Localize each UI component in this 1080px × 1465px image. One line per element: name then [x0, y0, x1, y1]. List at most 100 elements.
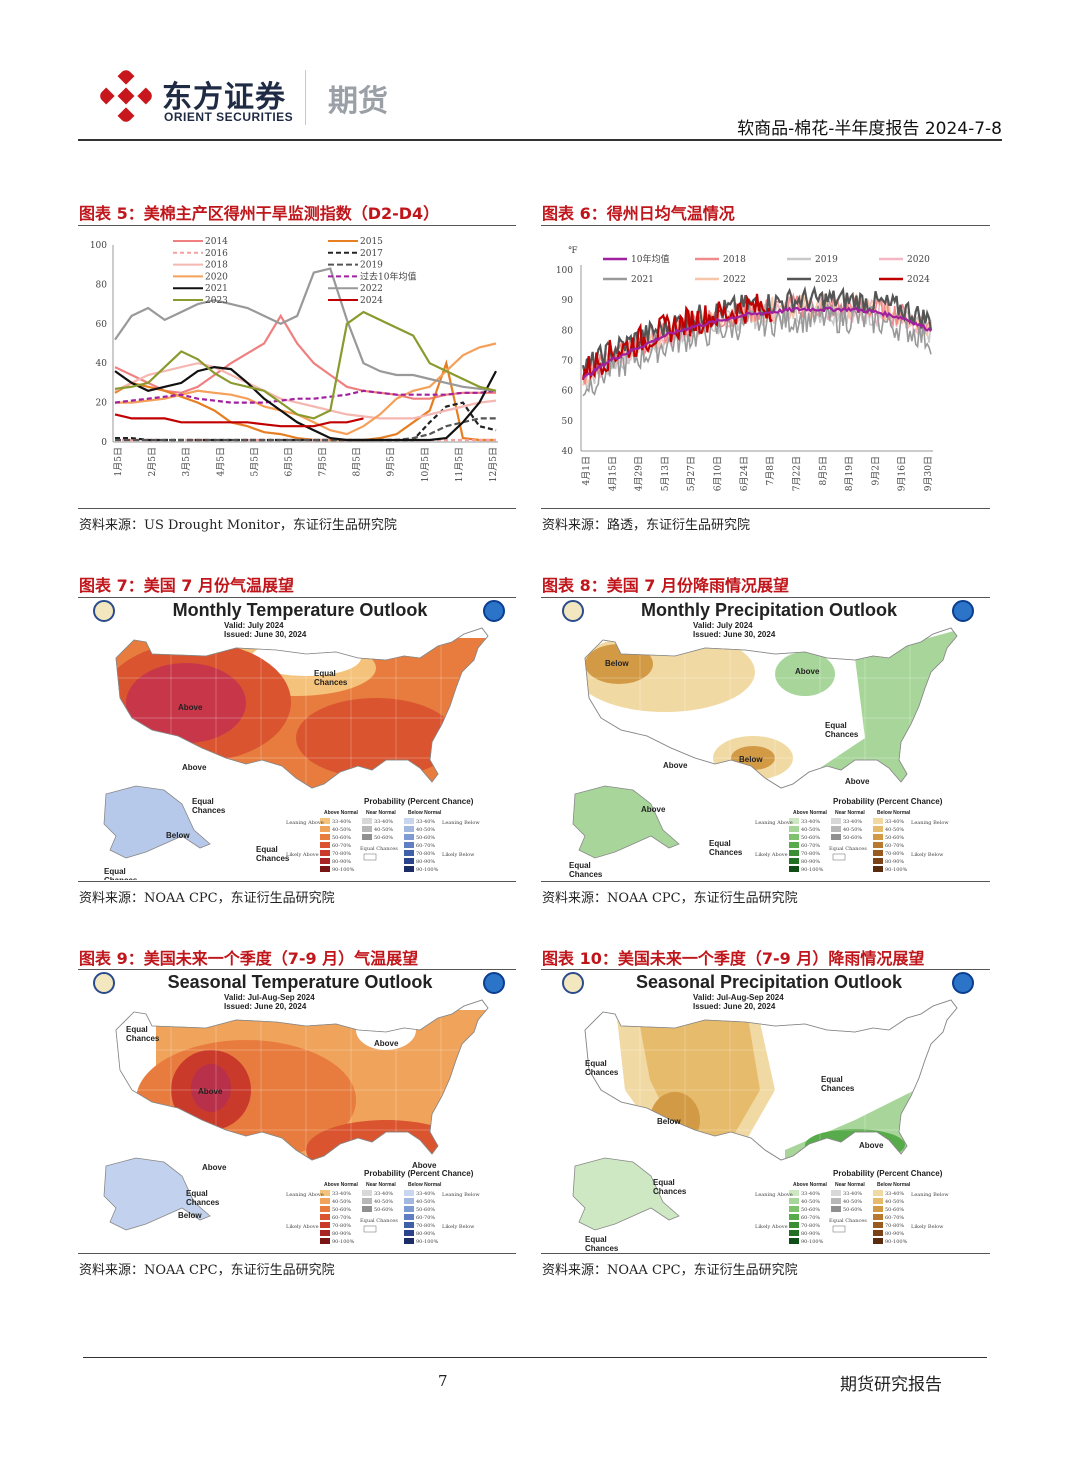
- fig5-bottom-rule: [78, 508, 516, 509]
- legend-bin-label: 33-40%: [801, 1191, 820, 1197]
- fig5-source: 资料来源：US Drought Monitor，东证衍生品研究院: [79, 518, 397, 533]
- legend-label: 2014: [205, 237, 228, 247]
- x-tick-label: 1月5日: [113, 447, 124, 476]
- y-axis-unit: ℉: [568, 246, 577, 256]
- legend-swatch-equal: [363, 853, 377, 861]
- map-region-label: Equal: [585, 1235, 607, 1244]
- legend-bin-label: 40-50%: [374, 827, 393, 833]
- x-tick-label: 5月13日: [660, 456, 671, 491]
- map-region-label: Equal: [256, 845, 278, 854]
- legend-leaning-below: Leaning Below: [442, 1192, 480, 1198]
- legend-bin-label: 80-90%: [885, 859, 904, 865]
- legend-label: 2023: [205, 296, 228, 306]
- legend-swatch-above: [789, 1238, 799, 1244]
- x-tick-label: 8月5日: [818, 456, 829, 485]
- legend-leaning-below: Leaning Below: [911, 820, 949, 826]
- legend-swatch-above: [789, 842, 799, 848]
- legend-likely-above: Likely Above: [755, 1224, 788, 1230]
- fig6-title: 图表 6：得州日均气温情况: [542, 204, 735, 223]
- above-zone: [126, 663, 246, 743]
- map-title: Monthly Temperature Outlook: [173, 600, 429, 620]
- y-tick-label: 100: [556, 266, 573, 276]
- logo-divider: [305, 70, 306, 125]
- legend-bin-label: 50-60%: [374, 1207, 393, 1213]
- y-tick-label: 80: [96, 280, 108, 290]
- above-zone: [785, 1010, 957, 1160]
- noaa-logo-icon: [952, 972, 974, 994]
- fig5-title: 图表 5：美棉主产区得州干旱监测指数（D2-D4）: [79, 204, 440, 223]
- map-issued: Issued: June 20, 2024: [224, 1002, 307, 1011]
- fig6-source: 资料来源：路透，东证衍生品研究院: [542, 518, 751, 533]
- map-region-label: Equal: [126, 1025, 148, 1034]
- x-tick-label: 6月10日: [713, 456, 724, 491]
- legend-leaning-above: Leaning Above: [286, 1192, 324, 1198]
- fig5-chart: 0 20 40 60 80 100 1月5日 2月5日 3月5日 4月5日 5月5日 6月5日 7月5日…: [78, 230, 516, 505]
- legend-swatch-near: [831, 1190, 841, 1196]
- legend-bin-label: 50-60%: [801, 1207, 820, 1213]
- map-region-label: Chances: [314, 678, 348, 687]
- legend-swatch-below: [873, 826, 883, 832]
- legend-swatch-below: [404, 866, 414, 872]
- legend-swatch-near: [362, 826, 372, 832]
- legend-bin-label: 90-100%: [416, 867, 439, 873]
- map-region-label: Above: [859, 1141, 884, 1150]
- legend-label: 2016: [205, 249, 228, 259]
- legend-swatch-above: [789, 1190, 799, 1196]
- legend-bin-label: 33-40%: [374, 1191, 393, 1197]
- legend-likely-below: Likely Below: [442, 1224, 475, 1230]
- noaa-seal-icon: [562, 600, 584, 622]
- conus-border: [115, 999, 489, 1161]
- legend-bin-label: 50-60%: [801, 835, 820, 841]
- report-info: 软商品-棉花-半年度报告 2024-7-8: [737, 119, 1002, 139]
- legend-swatch-below: [873, 1214, 883, 1220]
- y-tick-label: 100: [90, 241, 107, 251]
- x-tick-label: 7月5日: [318, 447, 329, 476]
- fig9-title: 图表 9：美国未来一个季度（7-9 月）气温展望: [79, 949, 419, 968]
- map-region-label: Chances: [585, 1244, 619, 1252]
- noaa-logo-icon: [952, 600, 974, 622]
- series-line-2018: [114, 362, 497, 420]
- legend-swatch-equal: [363, 1225, 377, 1233]
- legend-swatch-above: [789, 826, 799, 832]
- legend-swatch-near: [362, 1198, 372, 1204]
- legend-bin-label: 33-40%: [843, 1191, 862, 1197]
- x-tick-label: 2月5日: [147, 447, 158, 476]
- legend-label: 2017: [360, 249, 383, 259]
- legend-bin-label: 50-60%: [416, 1207, 435, 1213]
- fig7-map: Monthly Temperature Outlook Valid: July 2…: [86, 598, 514, 885]
- map-region-label: Above: [182, 763, 207, 772]
- legend-swatch-above: [789, 850, 799, 856]
- legend-label: 2023: [815, 275, 838, 285]
- company-logo: [98, 68, 154, 124]
- legend-swatch-above: [320, 1206, 330, 1212]
- legend-equal-chances: Equal Chances: [829, 846, 867, 852]
- y-tick-label: 0: [101, 438, 107, 448]
- legend-swatch-below: [873, 1190, 883, 1196]
- legend-swatch-below: [404, 1238, 414, 1244]
- legend-bin-label: 40-50%: [374, 1199, 393, 1205]
- map-issued: Issued: June 30, 2024: [224, 630, 307, 639]
- legend-swatch-above: [320, 850, 330, 856]
- series-line-2014: [114, 313, 496, 400]
- legend-bin-label: 90-100%: [885, 1239, 908, 1245]
- legend-likely-below: Likely Below: [911, 1224, 944, 1230]
- legend-bin-label: 50-60%: [885, 1207, 904, 1213]
- legend-bin-label: 33-40%: [332, 819, 351, 825]
- above-zone: [775, 652, 835, 696]
- legend-likely-above: Likely Above: [755, 852, 788, 858]
- legend-label: 2021: [205, 284, 228, 294]
- legend-swatch-above: [320, 1214, 330, 1220]
- x-tick-label: 6月24日: [739, 456, 750, 491]
- map-region-label: Chances: [585, 1068, 619, 1077]
- fig6-chart: ℉ 40 50 60 70 80 90 100 4月1日 4月15日 4月29日 5月13日 5月27日…: [541, 230, 990, 505]
- legend-bin-label: 33-40%: [801, 819, 820, 825]
- legend-bin-label: 40-50%: [801, 1199, 820, 1205]
- legend-swatch-above: [320, 1222, 330, 1228]
- legend-swatch-above: [789, 818, 799, 824]
- legend-equal-chances: Equal Chances: [360, 846, 398, 852]
- x-tick-label: 8月19日: [844, 456, 855, 491]
- x-tick-label: 9月5日: [386, 447, 397, 476]
- map-region-label: Equal: [821, 1075, 843, 1084]
- map-region-label: Below: [166, 831, 190, 840]
